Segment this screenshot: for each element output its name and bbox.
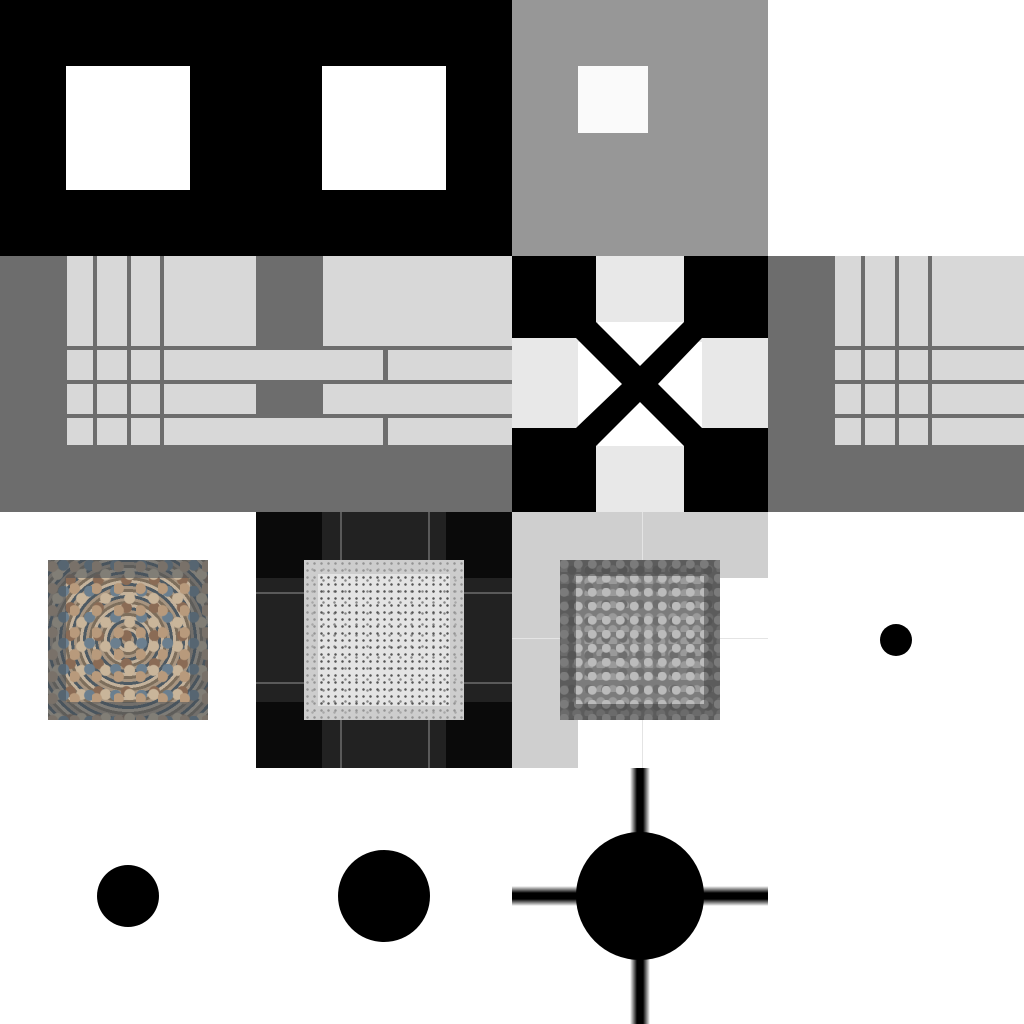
grid-cell: [388, 350, 512, 380]
tile-white-square-right: [256, 0, 512, 256]
grid-cell: [164, 256, 256, 346]
grid-cell: [899, 256, 928, 346]
grid-cell: [131, 256, 160, 346]
tile-medium-dot-1: [0, 768, 256, 1024]
black-dot-large: [338, 850, 430, 942]
grid-cell: [97, 418, 127, 445]
tile-white-square-left: [0, 0, 256, 256]
grid-cell: [835, 418, 861, 445]
grid-cell: [67, 350, 93, 380]
grid-cell: [67, 418, 93, 445]
light-square: [578, 66, 648, 133]
grid-cell: [323, 384, 512, 414]
grid-cell: [835, 384, 861, 414]
grid-cell: [932, 384, 1024, 414]
white-square: [66, 66, 190, 190]
grid-cell: [97, 350, 127, 380]
grid-cell: [67, 256, 93, 346]
tile-crosshair-disc: [512, 768, 768, 1024]
grid-cell: [131, 350, 160, 380]
grid-cell: [67, 384, 93, 414]
grid-cell: [865, 256, 895, 346]
black-disc: [576, 832, 704, 960]
tile-grey-pebbles-light-grid: [512, 512, 768, 768]
tile-light-square-on-grey: [512, 0, 768, 256]
small-black-dot: [880, 624, 912, 656]
tile-colored-pebbles: [0, 512, 256, 768]
tile-speckled-dark-grid: [256, 512, 512, 768]
grid-cell: [164, 384, 256, 414]
grid-cell: [131, 418, 160, 445]
grid-cell: [164, 418, 383, 445]
grid-cell: [388, 418, 512, 445]
tile-blank-white-1: [768, 0, 1024, 256]
grid-cell: [932, 256, 1024, 346]
grid-cell: [835, 350, 861, 380]
grid-cell: [323, 256, 512, 346]
black-dot: [97, 865, 159, 927]
tile-grid-pattern-right: [768, 256, 1024, 512]
grid-cell: [97, 384, 127, 414]
tile-blank-white-2: [768, 768, 1024, 1024]
grid-cell: [164, 350, 383, 380]
grid-cell: [899, 384, 928, 414]
grid-cell: [932, 418, 1024, 445]
grid-cell: [865, 350, 895, 380]
grid-cell: [899, 350, 928, 380]
tile-grid-pattern: [0, 256, 512, 512]
grid-cell: [97, 256, 127, 346]
tile-x-pattern: [512, 256, 768, 512]
tile-small-dot: [768, 512, 1024, 768]
grid-cell: [932, 350, 1024, 380]
colored-pebble-texture: [48, 560, 208, 720]
white-square: [322, 66, 446, 190]
grid-cell: [865, 384, 895, 414]
speckled-texture: [304, 560, 464, 720]
x-pattern-graphic: [512, 256, 768, 512]
grey-pebble-texture: [560, 560, 720, 720]
tile-medium-dot-2: [256, 768, 512, 1024]
grid-cell: [835, 256, 861, 346]
grid-cell: [899, 418, 928, 445]
grid-cell: [131, 384, 160, 414]
grid-cell: [865, 418, 895, 445]
